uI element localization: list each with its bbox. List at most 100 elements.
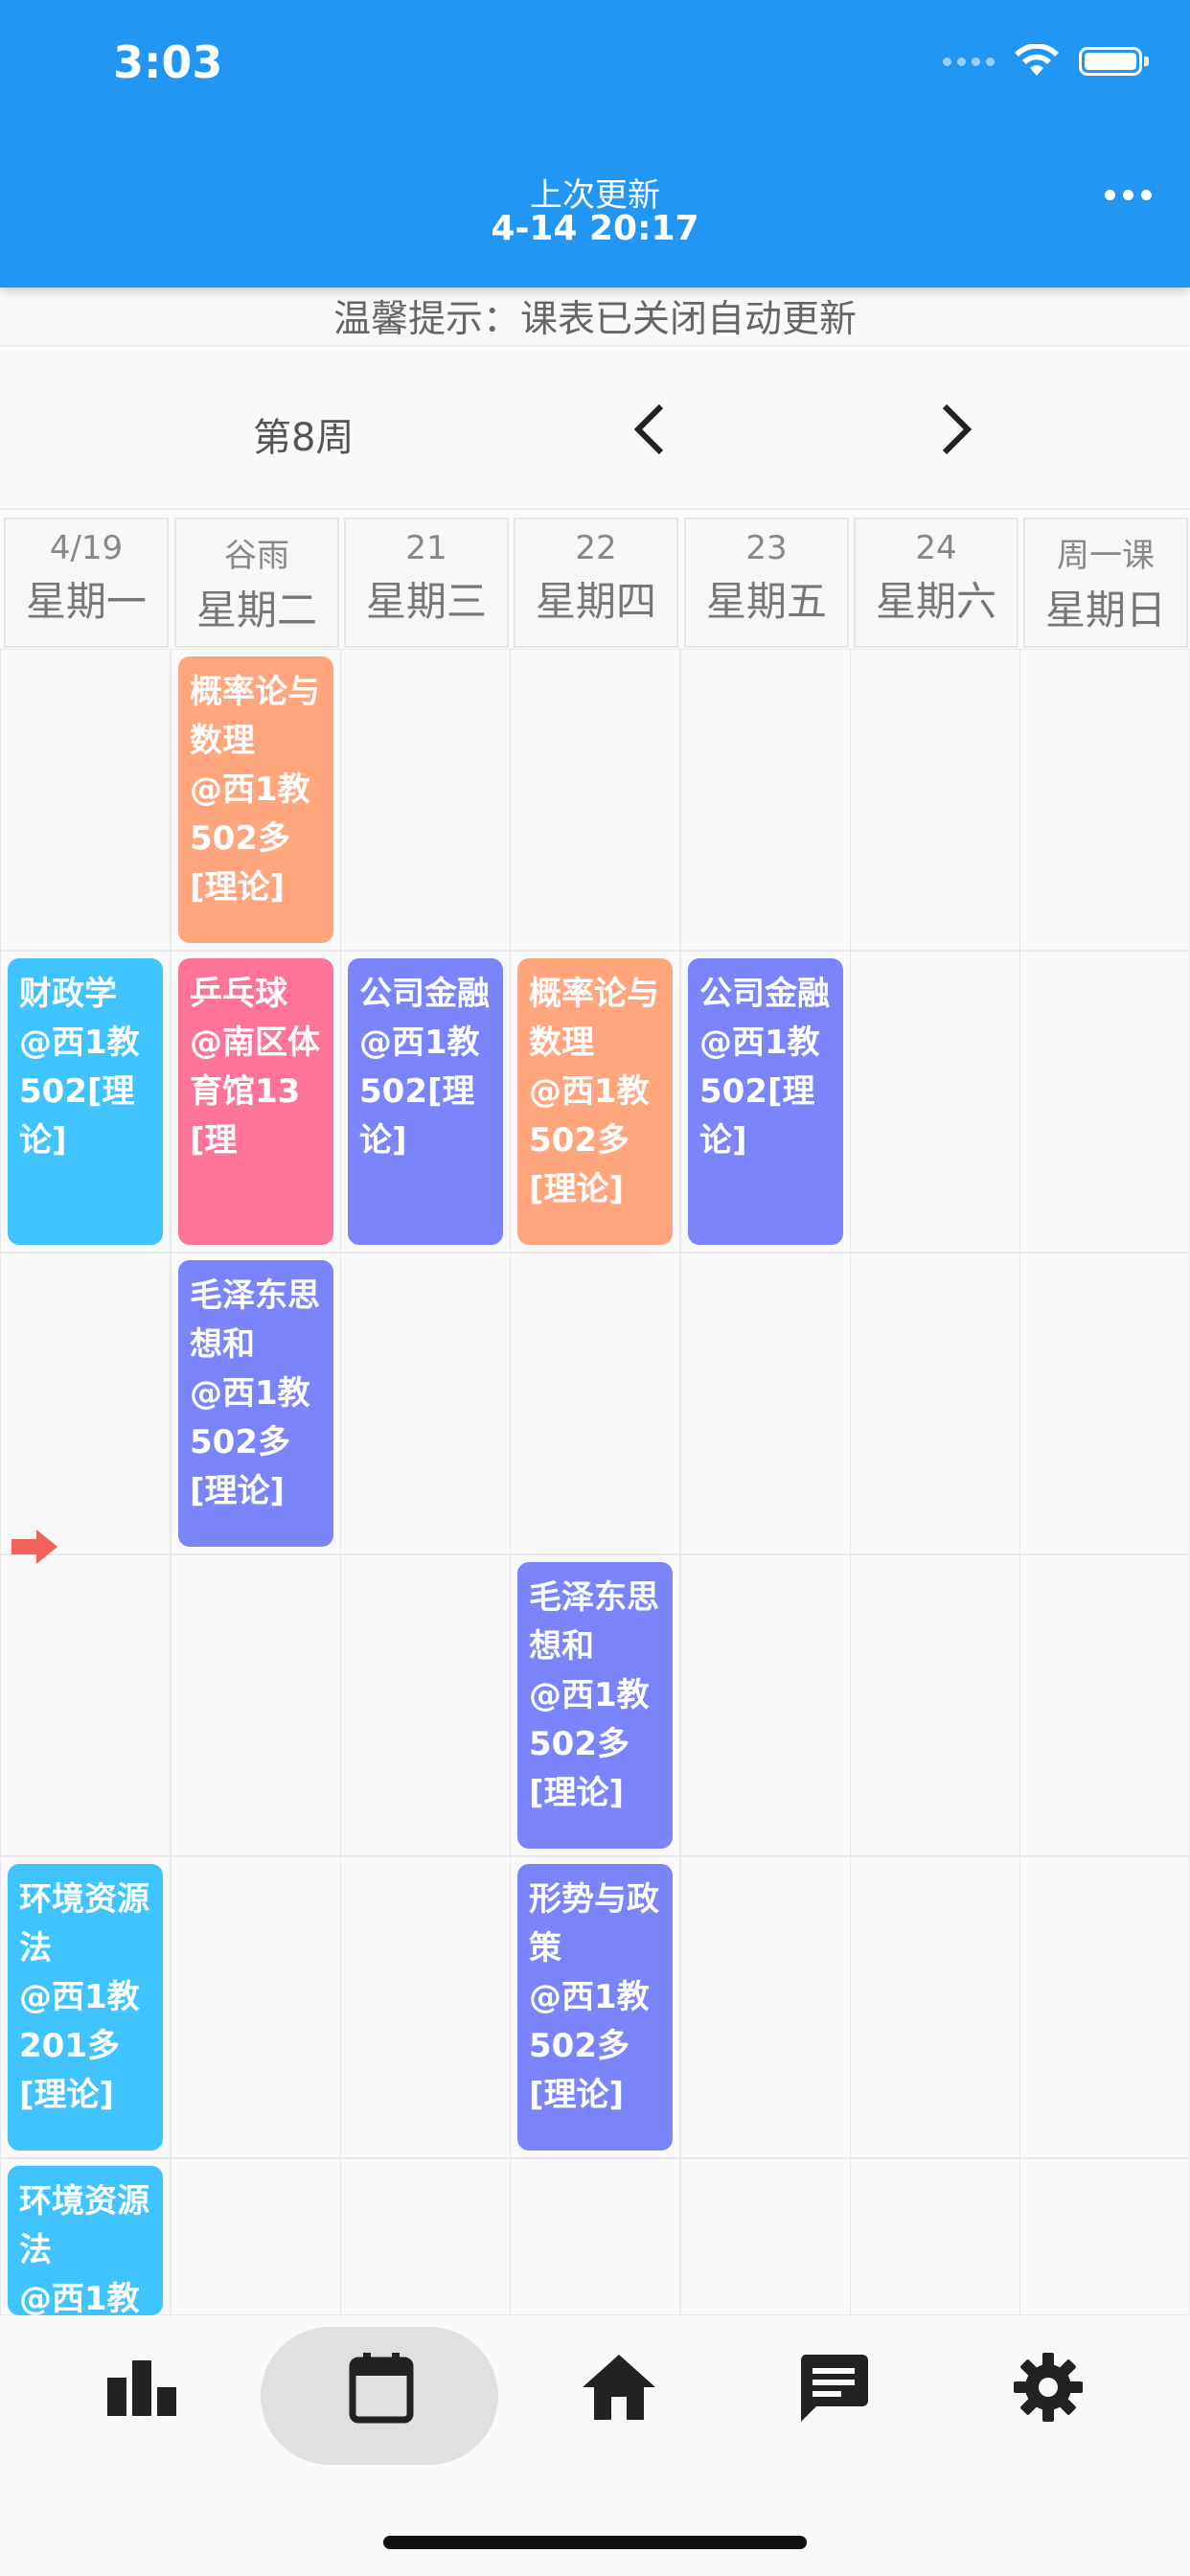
tab-schedule[interactable] <box>238 2315 525 2465</box>
day-header: 23 星期五 <box>684 518 849 648</box>
home-indicator <box>383 2536 807 2549</box>
grid-cell[interactable] <box>0 649 171 951</box>
tab-stats[interactable] <box>23 2315 261 2459</box>
battery-icon <box>1079 47 1149 76</box>
course-card[interactable]: 公司金融 @西1教502[理论] <box>688 958 843 1245</box>
grid-cell[interactable] <box>171 1554 341 1856</box>
course-room: @西1教201多[理论] <box>19 2280 140 2315</box>
day-date: 4/19 <box>49 529 124 567</box>
next-week-chevron-icon[interactable] <box>926 401 983 458</box>
grid-cell[interactable] <box>850 1253 1020 1554</box>
course-card[interactable]: 毛泽东思想和 @西1教502多[理论] <box>178 1260 333 1547</box>
grid-cell[interactable] <box>680 649 851 951</box>
course-card[interactable]: 公司金融 @西1教502[理论] <box>348 958 503 1245</box>
grid-cell[interactable] <box>850 649 1020 951</box>
day-date: 23 <box>745 529 788 567</box>
course-room: @西1教502多[理论] <box>529 1072 650 1208</box>
course-card[interactable]: 乒乓球 @南区体育馆13[理 <box>178 958 333 1245</box>
active-tab-pill <box>261 2327 498 2465</box>
grid-cell[interactable] <box>171 1856 341 2158</box>
calendar-icon <box>349 2353 414 2424</box>
gear-icon <box>1014 2353 1083 2422</box>
grid-cell[interactable] <box>680 2158 851 2315</box>
more-menu-icon[interactable] <box>1105 190 1152 200</box>
prev-week-chevron-icon[interactable] <box>623 401 680 458</box>
grid-cell[interactable] <box>510 1253 680 1554</box>
notice-tip: 温馨提示：课表已关闭自动更新 <box>332 298 857 341</box>
day-header: 周一课 星期日 <box>1023 518 1188 648</box>
day-name: 星期五 <box>705 578 827 625</box>
update-label: 上次更新 <box>530 176 660 215</box>
course-name: 公司金融 <box>699 975 830 1013</box>
day-header: 4/19 星期一 <box>4 518 169 648</box>
grid-cell[interactable] <box>0 1554 171 1856</box>
grid-cell[interactable] <box>510 2158 680 2315</box>
grid-cell[interactable] <box>680 1554 851 1856</box>
grid-cell[interactable] <box>1019 1554 1190 1856</box>
grid-cell[interactable] <box>340 1253 511 1554</box>
course-name: 乒乓球 <box>190 975 287 1013</box>
course-room: @西1教502[理论] <box>19 1024 140 1160</box>
day-date: 谷雨 <box>224 537 289 575</box>
course-name: 环境资源法 <box>19 1880 149 1967</box>
current-time-arrow-icon <box>11 1530 57 1564</box>
grid-cell[interactable] <box>0 1253 171 1554</box>
grid-cell[interactable] <box>680 1253 851 1554</box>
course-card[interactable]: 概率论与数理 @西1教502多[理论] <box>178 656 333 943</box>
course-room: @西1教502多[理论] <box>529 1978 650 2114</box>
update-time: 4-14 20:17 <box>491 209 699 248</box>
app-header: 3:03 上次更新 4-14 20:17 <box>0 0 1190 288</box>
grid-cell[interactable] <box>340 1856 511 2158</box>
grid-cell[interactable] <box>850 2158 1020 2315</box>
course-card[interactable]: 环境资源法 @西1教201多[理论] <box>8 2166 163 2315</box>
course-room: @西1教502[理论] <box>359 1024 480 1160</box>
course-room: @西1教502多[理论] <box>529 1676 650 1812</box>
status-time: 3:03 <box>113 36 223 88</box>
course-room: @西1教502[理论] <box>699 1024 820 1160</box>
grid-cell[interactable] <box>850 1856 1020 2158</box>
home-icon <box>583 2355 655 2420</box>
course-card[interactable]: 毛泽东思想和 @西1教502多[理论] <box>517 1562 673 1849</box>
course-card[interactable]: 财政学 @西1教502[理论] <box>8 958 163 1245</box>
course-name: 概率论与数理 <box>529 975 659 1062</box>
grid-cell[interactable] <box>850 951 1020 1253</box>
course-name: 毛泽东思想和 <box>529 1578 659 1666</box>
day-header: 24 星期六 <box>854 518 1018 648</box>
week-label[interactable]: 第8周 <box>253 416 355 460</box>
tab-settings[interactable] <box>929 2315 1167 2459</box>
day-name: 星期一 <box>25 578 147 625</box>
grid-cell[interactable] <box>340 649 511 951</box>
course-room: @西1教502多[理论] <box>190 770 310 907</box>
day-name: 星期四 <box>535 578 656 625</box>
grid-cell[interactable] <box>1019 2158 1190 2315</box>
grid-cell[interactable] <box>1019 1856 1190 2158</box>
course-room: @西1教201多[理论] <box>19 1978 140 2114</box>
tab-home[interactable] <box>500 2315 738 2459</box>
course-name: 财政学 <box>19 975 117 1013</box>
course-card[interactable]: 环境资源法 @西1教201多[理论] <box>8 1864 163 2150</box>
status-icons <box>943 44 1149 79</box>
grid-cell[interactable] <box>1019 1253 1190 1554</box>
course-name: 环境资源法 <box>19 2182 149 2269</box>
day-header: 21 星期三 <box>344 518 509 648</box>
course-name: 形势与政策 <box>529 1880 659 1967</box>
day-date: 22 <box>575 529 617 567</box>
grid-cell[interactable] <box>340 2158 511 2315</box>
grid-cell[interactable] <box>850 1554 1020 1856</box>
course-name: 概率论与数理 <box>190 673 320 760</box>
bottom-tab-bar <box>0 2315 1190 2576</box>
grid-cell[interactable] <box>1019 951 1190 1253</box>
grid-cell[interactable] <box>340 1554 511 1856</box>
course-card[interactable]: 概率论与数理 @西1教502多[理论] <box>517 958 673 1245</box>
grid-cell[interactable] <box>510 649 680 951</box>
day-date: 24 <box>915 529 957 567</box>
grid-cell[interactable] <box>680 1856 851 2158</box>
course-name: 毛泽东思想和 <box>190 1276 320 1364</box>
grid-cell[interactable] <box>171 2158 341 2315</box>
course-card[interactable]: 形势与政策 @西1教502多[理论] <box>517 1864 673 2150</box>
wifi-icon <box>1015 44 1059 76</box>
grid-cell[interactable] <box>1019 649 1190 951</box>
course-room: @西1教502多[理论] <box>190 1374 310 1510</box>
tab-messages[interactable] <box>715 2315 952 2459</box>
bar-chart-icon <box>107 2360 176 2416</box>
